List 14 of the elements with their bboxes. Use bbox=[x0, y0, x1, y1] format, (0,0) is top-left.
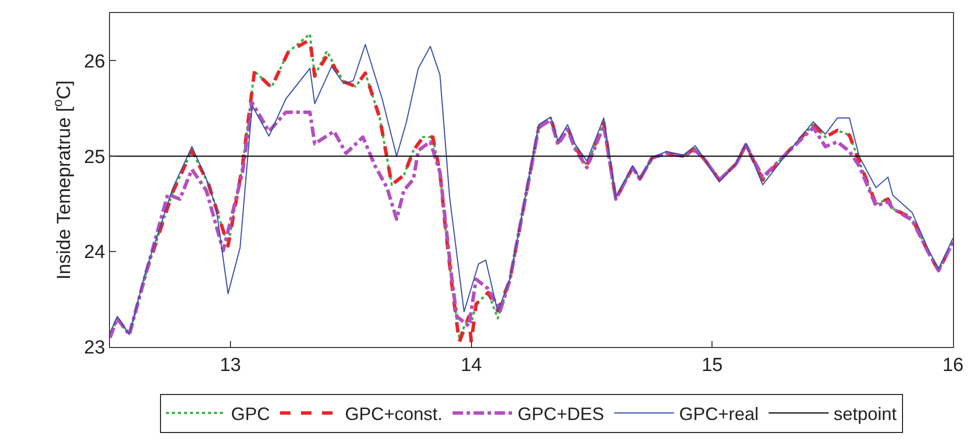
x-tick-label: 15 bbox=[702, 354, 723, 376]
legend-label: GPC bbox=[231, 404, 270, 424]
y-tick-label: 23 bbox=[84, 338, 106, 359]
y-tick-label: 25 bbox=[84, 146, 106, 168]
y-tick-label: 24 bbox=[84, 242, 106, 264]
x-tick-label: 14 bbox=[460, 354, 482, 376]
line-series bbox=[110, 100, 953, 340]
legend-label: setpoint bbox=[834, 404, 897, 424]
x-tick-label: 13 bbox=[220, 354, 241, 376]
legend-label: GPC+const. bbox=[345, 404, 443, 424]
y-tick-label: 26 bbox=[84, 51, 106, 72]
x-tick-label: 16 bbox=[942, 354, 964, 376]
legend-label: GPC+real bbox=[679, 404, 759, 424]
legend-label: GPC+DES bbox=[518, 404, 604, 424]
